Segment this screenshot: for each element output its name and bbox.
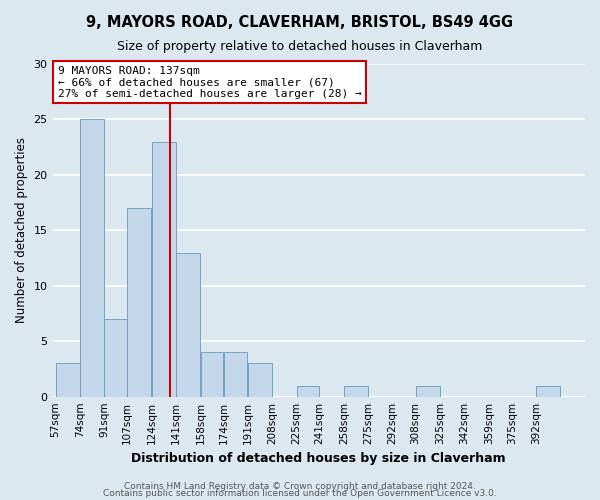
Text: Contains HM Land Registry data © Crown copyright and database right 2024.: Contains HM Land Registry data © Crown c…	[124, 482, 476, 491]
Text: 9, MAYORS ROAD, CLAVERHAM, BRISTOL, BS49 4GG: 9, MAYORS ROAD, CLAVERHAM, BRISTOL, BS49…	[86, 15, 514, 30]
Bar	[127, 208, 151, 396]
Y-axis label: Number of detached properties: Number of detached properties	[15, 138, 28, 324]
Text: Contains public sector information licensed under the Open Government Licence v3: Contains public sector information licen…	[103, 489, 497, 498]
Bar	[56, 364, 80, 396]
Bar	[80, 120, 104, 396]
Bar	[536, 386, 560, 396]
Text: 9 MAYORS ROAD: 137sqm
← 66% of detached houses are smaller (67)
27% of semi-deta: 9 MAYORS ROAD: 137sqm ← 66% of detached …	[58, 66, 362, 99]
X-axis label: Distribution of detached houses by size in Claverham: Distribution of detached houses by size …	[131, 452, 506, 465]
Bar	[248, 364, 272, 396]
Bar	[152, 142, 176, 396]
Bar	[104, 319, 127, 396]
Bar	[200, 352, 223, 397]
Bar	[416, 386, 440, 396]
Bar	[297, 386, 319, 396]
Bar	[344, 386, 368, 396]
Text: Size of property relative to detached houses in Claverham: Size of property relative to detached ho…	[118, 40, 482, 53]
Bar	[224, 352, 247, 397]
Bar	[176, 252, 200, 396]
